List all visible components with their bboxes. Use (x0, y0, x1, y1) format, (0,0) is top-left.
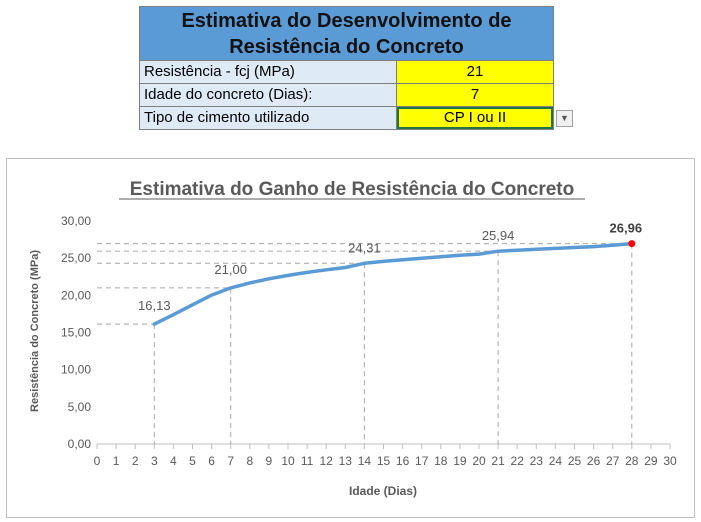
x-tick-label: 20 (472, 454, 486, 468)
x-tick-label: 7 (227, 454, 234, 468)
y-tick-label: 5,00 (68, 400, 92, 414)
y-tick-label: 10,00 (61, 363, 91, 377)
x-tick-label: 13 (339, 454, 353, 468)
row-cimento: Tipo de cimento utilizado CP I ou II (140, 107, 553, 129)
x-tick-label: 11 (301, 454, 314, 468)
x-tick-label: 22 (511, 454, 525, 468)
cimento-dropdown-button[interactable]: ▼ (556, 110, 573, 127)
x-tick-label: 8 (246, 454, 253, 468)
x-tick-label: 19 (453, 454, 467, 468)
x-tick-label: 27 (606, 454, 620, 468)
x-tick-label: 16 (396, 454, 410, 468)
x-tick-label: 10 (281, 454, 295, 468)
x-tick-label: 9 (266, 454, 273, 468)
data-label: 21,00 (214, 262, 247, 277)
x-tick-label: 24 (549, 454, 563, 468)
value-idade[interactable]: 7 (397, 84, 553, 106)
x-tick-label: 2 (132, 454, 139, 468)
label-resistencia[interactable]: Resistência - fcj (MPa) (140, 61, 397, 83)
table-title-line1: Estimativa do Desenvolvimento de (181, 9, 512, 32)
x-tick-label: 29 (644, 454, 658, 468)
x-tick-label: 5 (189, 454, 196, 468)
x-tick-label: 30 (663, 454, 677, 468)
x-tick-label: 0 (94, 454, 101, 468)
strength-chart: Estimativa do Ganho de Resistência do Co… (29, 179, 677, 498)
y-tick-label: 15,00 (61, 326, 91, 340)
chevron-down-icon: ▼ (560, 113, 569, 123)
y-axis-label: Resistência do Concreto (MPa) (29, 250, 41, 412)
table-title-line2: Resistência do Concreto (229, 35, 464, 58)
row-resistencia: Resistência - fcj (MPa) 21 (140, 61, 553, 84)
y-tick-label: 0,00 (68, 437, 92, 451)
chart-title: Estimativa do Ganho de Resistência do Co… (130, 179, 575, 200)
chart-area[interactable]: Estimativa do Ganho de Resistência do Co… (6, 158, 695, 518)
x-tick-label: 28 (625, 454, 639, 468)
x-tick-label: 14 (358, 454, 372, 468)
y-tick-label: 25,00 (61, 251, 91, 265)
plot-area: 0 1 2 3 4 5 6 7 8 9 10 11 12 13 14 15 16 17 18 19 20 21 22 23 24… (61, 214, 677, 468)
data-label: 25,94 (482, 228, 515, 243)
x-tick-label: 1 (113, 454, 120, 468)
x-tick-label: 21 (491, 454, 505, 468)
x-tick-label: 18 (434, 454, 448, 468)
data-label: 26,96 (610, 221, 643, 236)
series-line (152, 241, 634, 326)
table-title: Estimativa do Desenvolvimento de Resistê… (140, 7, 553, 61)
row-idade: Idade do concreto (Dias): 7 (140, 84, 553, 107)
x-tick-label: 23 (530, 454, 544, 468)
data-label: 16,13 (138, 298, 171, 313)
label-cimento[interactable]: Tipo de cimento utilizado (140, 107, 397, 129)
value-cimento[interactable]: CP I ou II (397, 107, 553, 129)
x-axis-label: Idade (Dias) (349, 484, 417, 498)
x-tick-label: 17 (415, 454, 429, 468)
x-tick-label: 26 (587, 454, 601, 468)
input-table: Estimativa do Desenvolvimento de Resistê… (139, 6, 554, 130)
x-tick-label: 12 (320, 454, 334, 468)
x-tick-label: 4 (170, 454, 177, 468)
label-idade[interactable]: Idade do concreto (Dias): (140, 84, 397, 106)
y-tick-label: 20,00 (61, 288, 91, 302)
value-resistencia[interactable]: 21 (397, 61, 553, 83)
data-label: 24,31 (348, 240, 381, 255)
highlight-marker (628, 240, 636, 248)
y-tick-label: 30,00 (61, 214, 91, 228)
x-tick-label: 3 (151, 454, 158, 468)
x-tick-label: 15 (377, 454, 391, 468)
x-tick-label: 6 (208, 454, 215, 468)
x-tick-label: 25 (568, 454, 582, 468)
